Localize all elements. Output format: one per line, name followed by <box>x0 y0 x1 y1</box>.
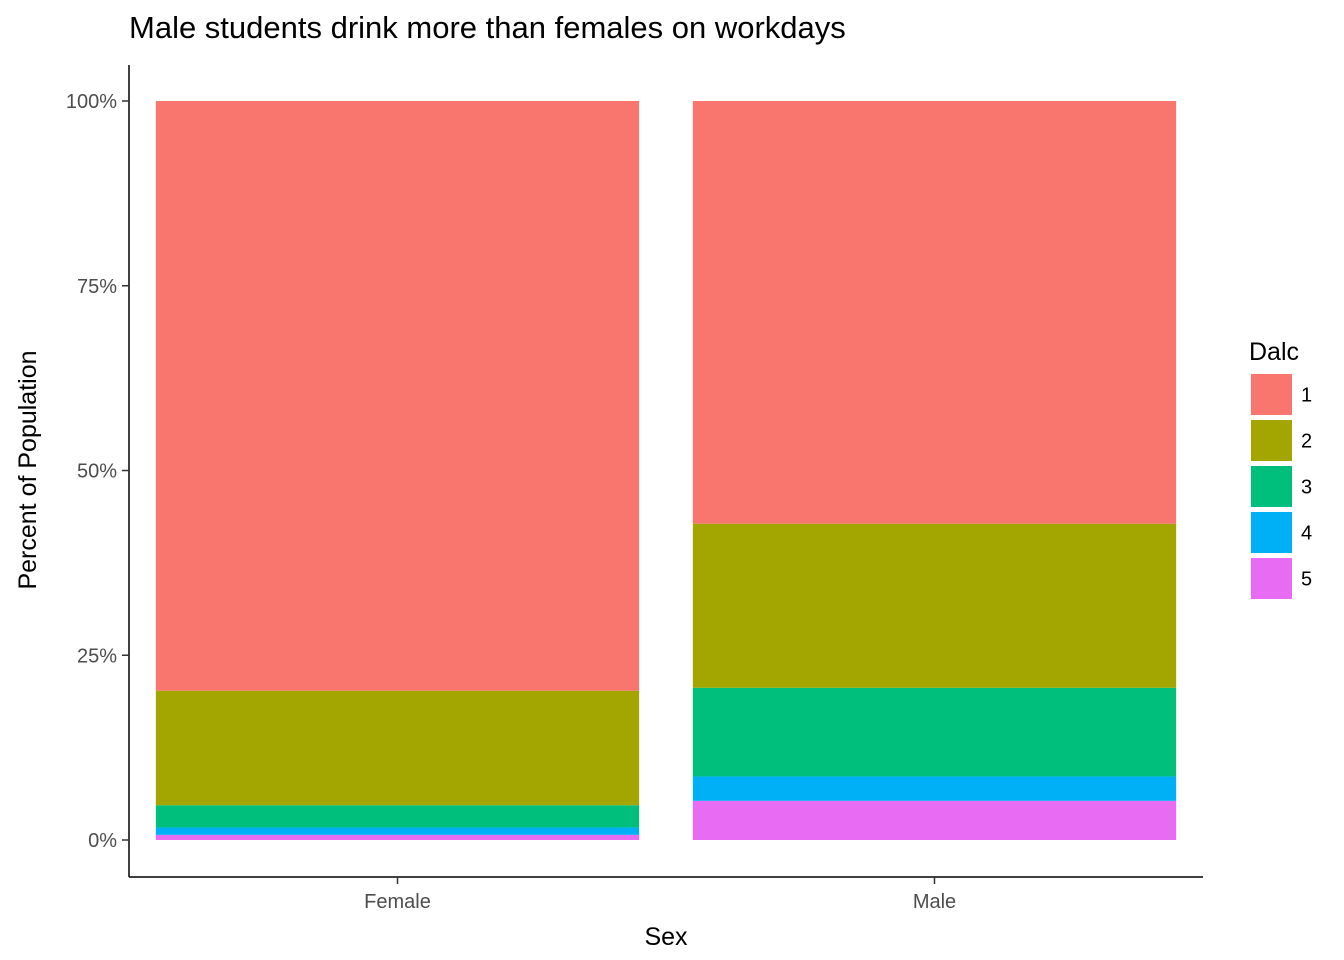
bar-female-dalc-5 <box>155 834 640 840</box>
y-tick-label: 50% <box>77 461 117 483</box>
bar-male-dalc-3 <box>692 687 1177 777</box>
y-tick-label: 25% <box>77 645 117 667</box>
bar-male-dalc-1 <box>692 101 1177 524</box>
chart-title: Male students drink more than females on… <box>129 10 846 45</box>
legend-title: Dalc <box>1249 338 1299 366</box>
x-tick-label: Female <box>364 891 431 913</box>
x-axis-title: Sex <box>644 923 688 951</box>
y-tick-label: 100% <box>66 91 117 113</box>
legend-key-5 <box>1251 558 1292 599</box>
y-tick-label: 0% <box>88 830 117 852</box>
legend-key-2 <box>1251 420 1292 461</box>
legend-label-1: 1 <box>1301 385 1312 407</box>
y-axis-title: Percent of Population <box>14 350 42 589</box>
legend-label-2: 2 <box>1301 431 1312 453</box>
legend: Dalc 1 2 3 4 5 <box>1249 338 1312 599</box>
axes-layer: 0% 25% 50% 75% 100% Female Male <box>66 65 1203 913</box>
bar-female-dalc-4 <box>155 827 640 835</box>
legend-key-1 <box>1251 374 1292 415</box>
bar-female-dalc-3 <box>155 805 640 828</box>
y-tick-label: 75% <box>77 276 117 298</box>
legend-key-4 <box>1251 512 1292 553</box>
x-tick-label: Male <box>913 891 956 913</box>
legend-key-3 <box>1251 466 1292 507</box>
bar-male-dalc-2 <box>692 523 1177 688</box>
legend-label-3: 3 <box>1301 477 1312 499</box>
bars-layer <box>155 101 1177 840</box>
bar-female-dalc-2 <box>155 690 640 806</box>
bar-male-dalc-5 <box>692 800 1177 840</box>
bar-male-dalc-4 <box>692 776 1177 801</box>
legend-label-5: 5 <box>1301 569 1312 591</box>
bar-female-dalc-1 <box>155 101 640 691</box>
legend-label-4: 4 <box>1301 523 1312 545</box>
